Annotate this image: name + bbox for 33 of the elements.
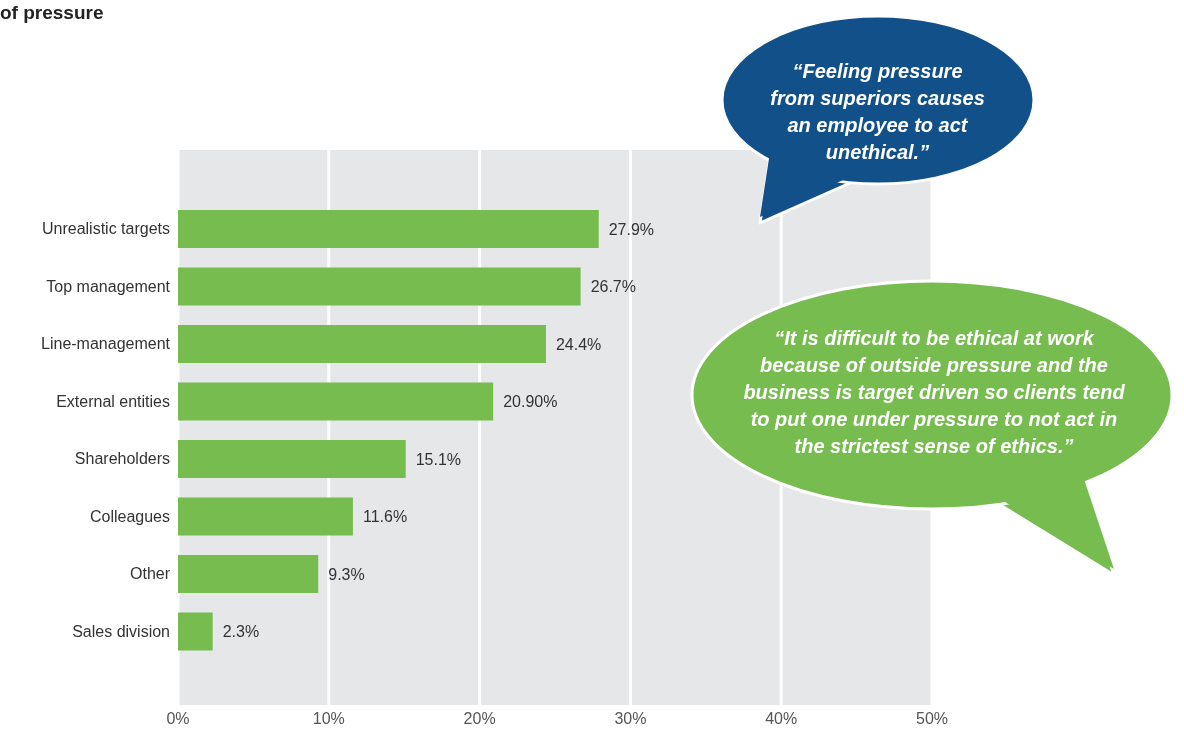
y-tick-label: External entities [56, 392, 170, 410]
data-label: 27.9% [608, 220, 655, 238]
y-tick-label: Shareholders [74, 450, 170, 468]
y-tick-label: Sales division [72, 622, 170, 640]
y-tick-label: Other [129, 565, 171, 583]
bar [178, 267, 581, 306]
bar [178, 555, 319, 593]
x-tick-label: 20% [463, 710, 496, 728]
bar [178, 210, 599, 248]
data-label: 24.4% [555, 335, 602, 353]
annotation: “Feeling pressure from superiors causes an employee to act unethical.” [770, 59, 985, 165]
bar [178, 497, 353, 536]
data-label: 20.90% [503, 393, 558, 411]
x-tick-label: 50% [915, 710, 949, 728]
chart-title: of pressure [0, 2, 104, 24]
data-label: 2.3% [222, 623, 260, 641]
data-label: 15.1% [415, 450, 462, 468]
x-tick-label: 30% [614, 710, 647, 728]
y-tick-label: Top management [46, 277, 171, 295]
annotation: “It is difficult to be ethical at work because of outside pressure and the business is target driven so clients tend to put one under pressure to not act in the strictest sense of ethics.” [742, 326, 1126, 459]
y-tick-label: Unrealistic targets [41, 220, 170, 238]
x-tick-label: 10% [312, 710, 345, 728]
bar [178, 612, 213, 651]
x-tick-label: 40% [765, 710, 798, 728]
bar [178, 440, 406, 478]
x-tick-label: 0% [166, 710, 190, 728]
y-tick-label: Line-management [41, 335, 171, 353]
data-label: 26.7% [590, 278, 637, 296]
data-label: 9.3% [328, 565, 365, 583]
bar [178, 325, 546, 363]
data-label: 11.6% [362, 508, 408, 526]
bar [178, 382, 494, 421]
y-tick-label: Colleagues [89, 507, 170, 525]
